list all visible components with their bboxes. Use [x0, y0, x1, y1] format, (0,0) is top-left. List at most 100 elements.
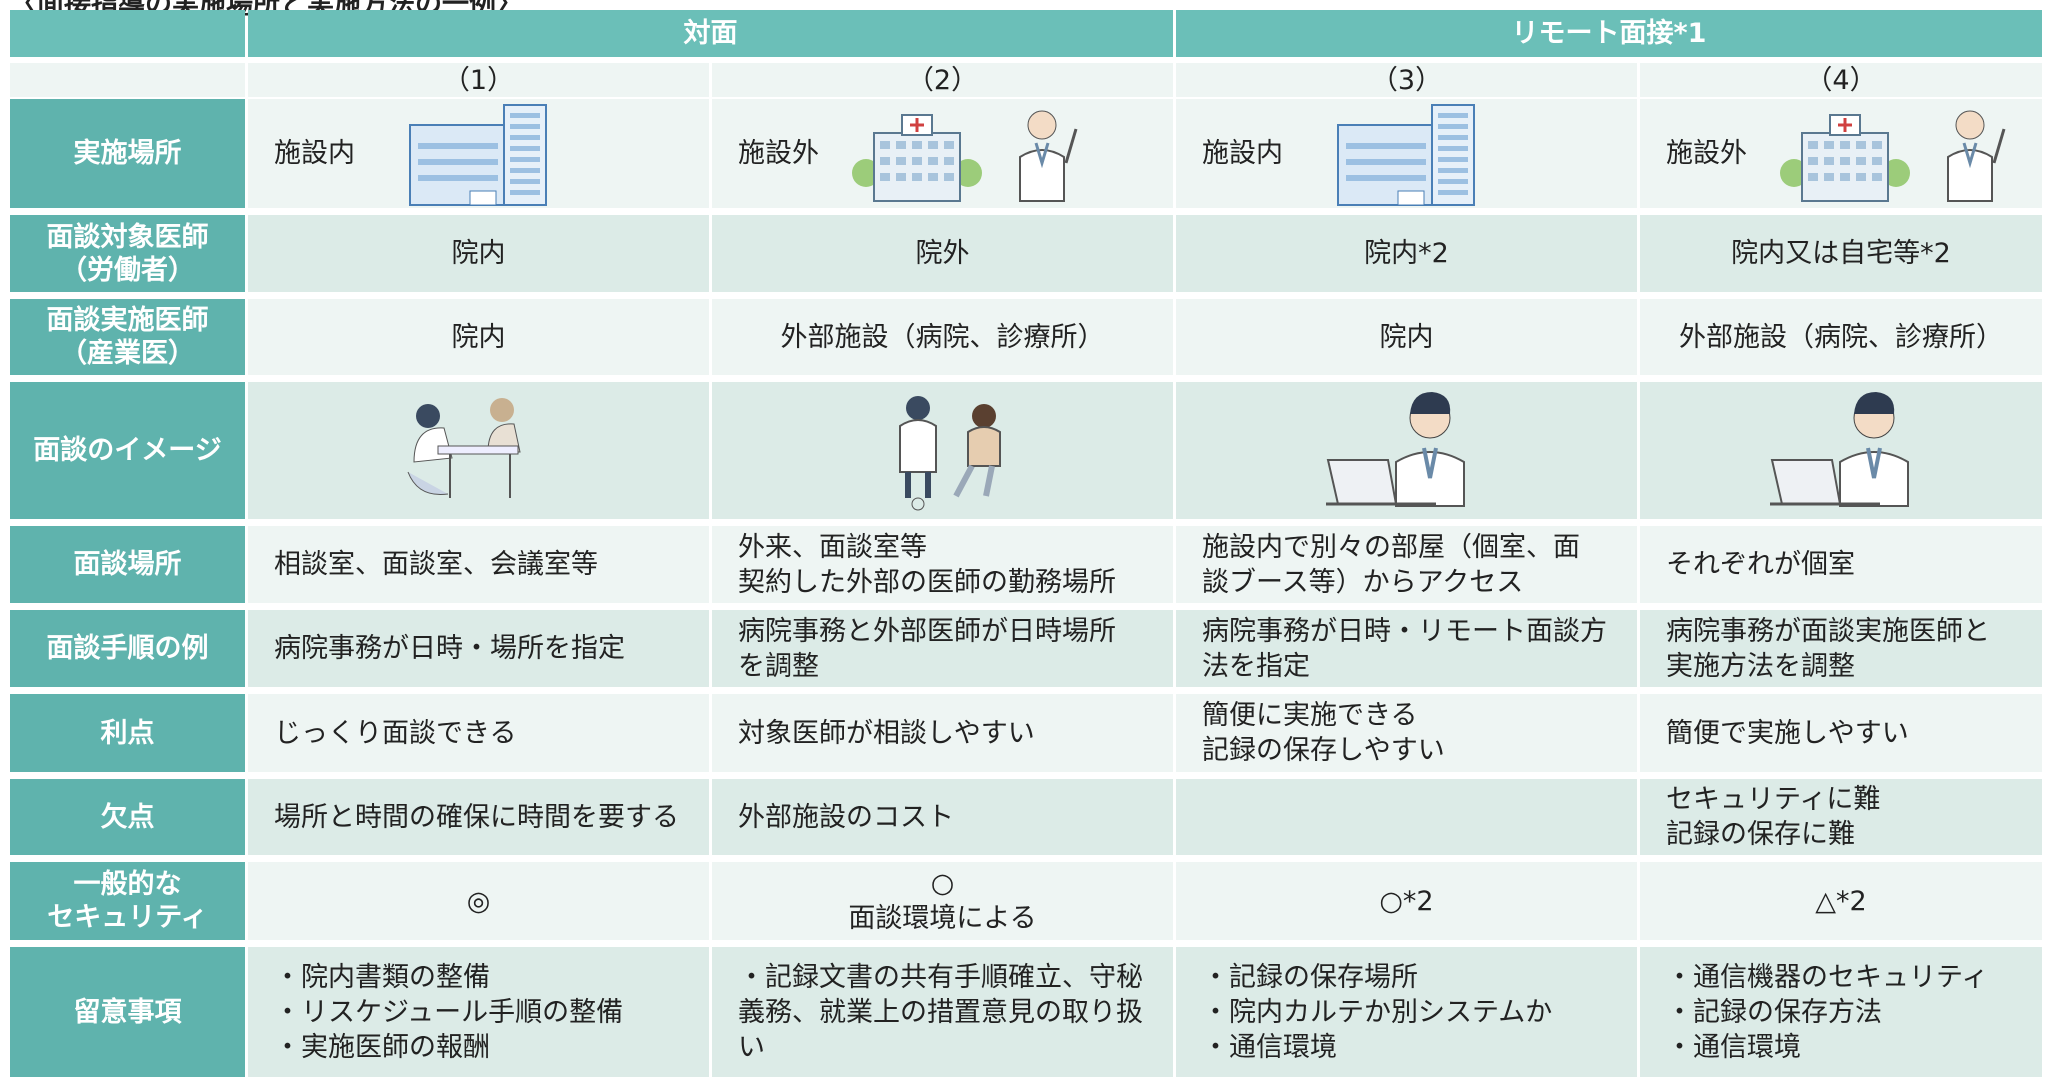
cell: 面談のイメージ — [10, 382, 245, 519]
cell: 相談室、面談室、会議室等 — [248, 526, 709, 603]
cell: 病院事務が日時・場所を指定 — [248, 610, 709, 687]
cell: 留意事項 — [10, 947, 245, 1077]
illustration — [398, 392, 548, 511]
cell-text: 記録の保存しやすい — [1202, 735, 1445, 766]
cell-text: 病院事務が日時・場所を指定 — [274, 633, 625, 664]
cell-text: ・記録の保存方法 — [1666, 996, 1882, 1028]
cell-text: 外部施設（病院、診療所） — [1679, 321, 2003, 353]
row-label: 留意事項 — [73, 996, 182, 1028]
cell-text: セキュリティに難 — [1666, 784, 1881, 815]
cell: ◎ — [248, 862, 709, 940]
cell: 外来、面談室等 契約した外部の医師の勤務場所 — [712, 526, 1173, 603]
cell: ○*2 — [1176, 862, 1637, 940]
illustration — [408, 103, 548, 216]
cell-text: ・記録の保存場所 — [1202, 961, 1418, 993]
cell-text: 施設外 — [738, 138, 819, 169]
row-label: 面談対象医師 — [46, 221, 209, 253]
cell: 面談手順の例 — [10, 610, 245, 687]
cell-text: 院外 — [915, 238, 970, 269]
cell-text: 外部施設（病院、診療所） — [780, 321, 1105, 353]
cell — [1640, 382, 2042, 519]
cell: 利点 — [10, 694, 245, 772]
cell: じっくり面談できる — [248, 694, 709, 772]
row-label: 面談場所 — [73, 549, 182, 580]
cell-text: 院内又は自宅等*2 — [1731, 238, 1951, 269]
cell-text: 院内 — [1379, 321, 1434, 353]
cell-text: 施設外 — [1666, 138, 1747, 169]
cell: 一般的な セキュリティ — [10, 862, 245, 940]
cell: 簡便に実施できる 記録の保存しやすい — [1176, 694, 1637, 772]
cell-text: を調整 — [738, 650, 819, 682]
cell: それぞれが個室 — [1640, 526, 2042, 603]
cell-text: ・リスケジュール手順の整備 — [274, 996, 624, 1028]
cell-text: 院内*2 — [1364, 238, 1449, 269]
cell: 場所と時間の確保に時間を要する — [248, 779, 709, 855]
cell-text: 談ブース等）からアクセス — [1202, 566, 1524, 598]
cell-text: 義務、就業上の措置意見の取り扱 — [738, 996, 1143, 1028]
row-label: 利点 — [100, 717, 155, 749]
cell: ・院内書類の整備 ・リスケジュール手順の整備 ・実施医師の報酬 — [248, 947, 709, 1077]
cell-text: ○*2 — [1379, 885, 1434, 917]
cell: 面談場所 — [10, 526, 245, 603]
cell-text: ◎ — [466, 885, 491, 917]
cell: 病院事務が日時・リモート面談方 法を指定 — [1176, 610, 1637, 687]
cell: ・通信機器のセキュリティ ・記録の保存方法 ・通信環境 — [1640, 947, 2042, 1077]
cell-text: 相談室、面談室、会議室等 — [274, 549, 598, 580]
cell-text: ・通信機器のセキュリティ — [1666, 961, 1989, 993]
cell-text: 病院事務と外部医師が日時場所 — [738, 615, 1116, 647]
cell: （1） — [248, 63, 709, 97]
cell-text: △*2 — [1815, 885, 1867, 917]
cell: 院内又は自宅等*2 — [1640, 215, 2042, 292]
cell: 院外 — [712, 215, 1173, 292]
cell-text: 外部施設のコスト — [738, 801, 954, 833]
column-number: （3） — [1370, 64, 1443, 96]
cell: 簡便で実施しやすい — [1640, 694, 2042, 772]
cell-text: 病院事務が日時・リモート面談方 — [1202, 615, 1607, 647]
group-header: リモート面接*1 — [1511, 18, 1707, 49]
cell-text: 簡便で実施しやすい — [1666, 717, 1909, 749]
row-label: 面談手順の例 — [46, 633, 209, 664]
column-number: （4） — [1805, 64, 1877, 96]
cell: ○ 面談環境による — [712, 862, 1173, 940]
row-label: 面談のイメージ — [33, 435, 222, 466]
illustration — [1780, 103, 2020, 212]
cell: 対面 — [248, 10, 1173, 57]
cell-text: ・記録文書の共有手順確立、守秘 — [738, 961, 1143, 993]
cell: 欠点 — [10, 779, 245, 855]
row-label: 実施場所 — [73, 138, 182, 169]
cell-text: それぞれが個室 — [1666, 549, 1855, 580]
cell: （2） — [712, 63, 1173, 97]
cell: リモート面接*1 — [1176, 10, 2042, 57]
cell: 施設外 — [712, 99, 1173, 208]
cell: 院内 — [248, 299, 709, 375]
column-number: （2） — [906, 64, 979, 96]
cell-text: 契約した外部の医師の勤務場所 — [738, 566, 1116, 598]
cell: 病院事務と外部医師が日時場所 を調整 — [712, 610, 1173, 687]
cell: 外部施設（病院、診療所） — [1640, 299, 2042, 375]
cell-text: じっくり面談できる — [274, 717, 517, 749]
cell-text: ・院内カルテか別システムか — [1202, 996, 1553, 1028]
cell-text: 法を指定 — [1202, 650, 1310, 682]
cell: 実施場所 — [10, 99, 245, 208]
cell-text: ・院内書類の整備 — [274, 961, 490, 993]
cell-text: 施設内 — [274, 138, 355, 169]
illustration — [1326, 392, 1486, 517]
cell: 院内*2 — [1176, 215, 1637, 292]
cell-text: 施設内 — [1202, 138, 1283, 169]
cell: 外部施設（病院、診療所） — [712, 299, 1173, 375]
cell-text: ○ — [930, 868, 955, 899]
illustration — [882, 392, 1022, 521]
cell: 院内 — [1176, 299, 1637, 375]
cell — [1176, 779, 1637, 855]
column-number: （1） — [442, 64, 515, 96]
cell: セキュリティに難 記録の保存に難 — [1640, 779, 2042, 855]
cell: ・記録の保存場所 ・院内カルテか別システムか ・通信環境 — [1176, 947, 1637, 1077]
cell: ・記録文書の共有手順確立、守秘 義務、就業上の措置意見の取り扱い — [712, 947, 1173, 1077]
cell: 施設内 — [248, 99, 709, 208]
illustration — [852, 103, 1092, 212]
cell: 面談実施医師 （産業医） — [10, 299, 245, 375]
cell: 外部施設のコスト — [712, 779, 1173, 855]
cell: 施設外 — [1640, 99, 2042, 208]
cell: 対象医師が相談しやすい — [712, 694, 1173, 772]
